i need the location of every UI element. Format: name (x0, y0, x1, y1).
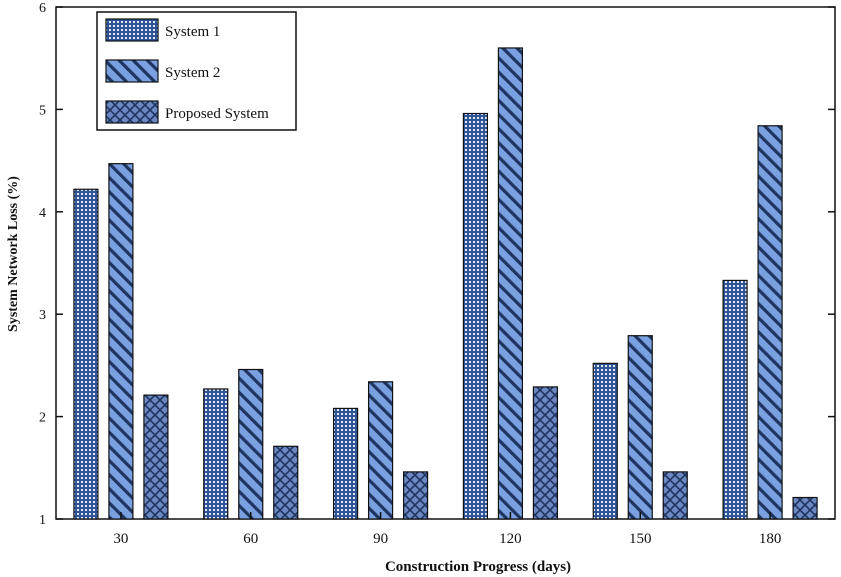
bar-proposed-system (662, 471, 688, 520)
legend-swatch (105, 59, 159, 83)
legend-label: System 1 (165, 24, 220, 40)
bar-system-2 (108, 163, 134, 520)
x-tick-label: 90 (373, 531, 388, 547)
bar-proposed-system (532, 386, 559, 520)
bar-proposed-system (402, 471, 429, 520)
plot-frame (55, 6, 836, 520)
legend-label: Proposed System (165, 106, 269, 122)
bar-system-2 (367, 381, 394, 520)
bar-system-2 (238, 368, 264, 520)
bar-system-1 (332, 407, 359, 520)
bar-system-1 (592, 362, 618, 520)
bar-system-1 (722, 279, 748, 520)
bar-system-2 (627, 335, 653, 520)
x-axis-ticks: 30 60 90 120 150 180 (113, 512, 781, 547)
bar-system-2 (757, 125, 783, 520)
bar-proposed-system (792, 496, 818, 520)
y-tick-label: 2 (39, 411, 46, 426)
bar-system-1 (203, 388, 229, 520)
y-tick-label: 1 (39, 513, 46, 528)
y-tick-label: 3 (39, 308, 46, 323)
y-tick-label: 5 (39, 103, 46, 118)
bar-proposed-system (273, 445, 299, 520)
x-tick-label: 120 (499, 531, 522, 547)
legend: System 1 System 2 Proposed System (96, 11, 297, 131)
x-axis-title: Construction Progress (days) (385, 559, 571, 575)
y-axis-title: System Network Loss (%) (6, 176, 21, 332)
legend-swatch (105, 100, 159, 124)
bar-system-1 (73, 188, 99, 520)
y-axis-ticks: 1 2 3 4 5 6 (39, 1, 835, 528)
x-tick-label: 180 (759, 531, 782, 547)
legend-label: System 2 (165, 65, 220, 81)
y-tick-label: 6 (39, 1, 46, 16)
x-tick-label: 30 (113, 531, 128, 547)
bar-system-2 (497, 47, 524, 520)
bar-proposed-system (143, 394, 169, 520)
y-tick-label: 4 (39, 206, 46, 221)
x-tick-label: 60 (243, 531, 258, 547)
bar-system-1 (462, 112, 489, 520)
x-tick-label: 150 (629, 531, 652, 547)
legend-swatch (105, 18, 159, 42)
